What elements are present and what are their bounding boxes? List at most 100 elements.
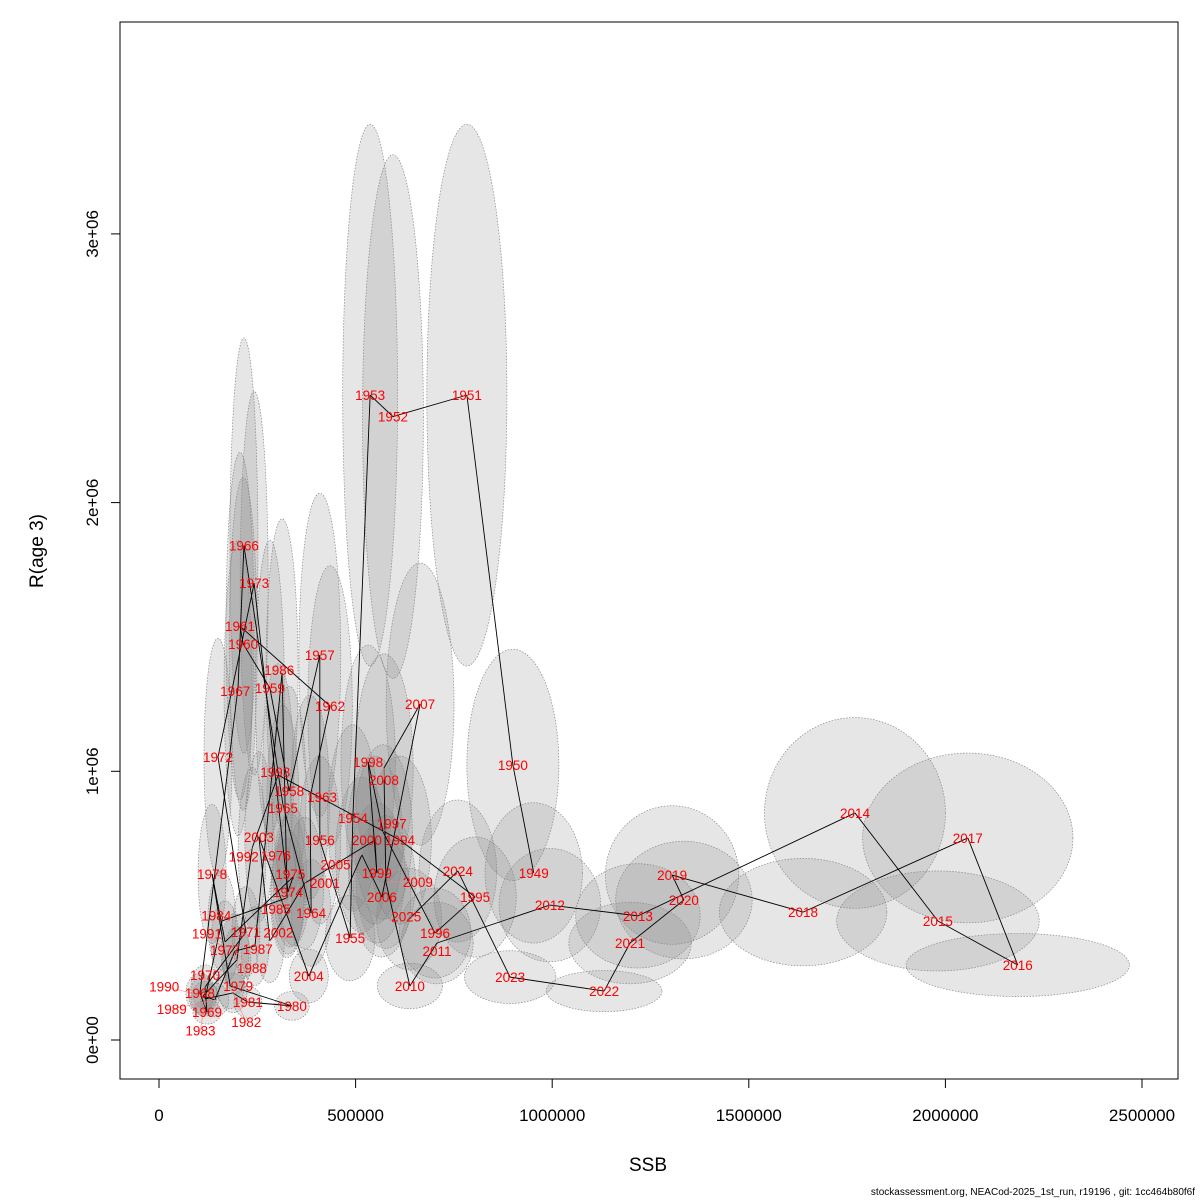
segment-2014-2015: [854, 812, 939, 922]
point-label-1977: 1977: [210, 943, 240, 958]
point-label-1991: 1991: [192, 926, 222, 941]
segment-2018-2019: [672, 874, 804, 913]
label-leader-lines: [164, 768, 418, 1031]
point-label-2013: 2013: [623, 909, 653, 924]
point-label-2014: 2014: [840, 806, 871, 821]
point-label-2011: 2011: [422, 944, 451, 959]
segment-1990-1991: [202, 959, 238, 997]
leader-line-2002: [269, 932, 279, 942]
year-connecting-lines: [199, 394, 1019, 1013]
segment-1958-1959: [269, 687, 290, 791]
leader-line-1991: [206, 933, 238, 961]
segment-1951-1952: [392, 394, 468, 418]
y-tick-label: 2e+06: [83, 479, 102, 527]
segment-1974-1975: [287, 876, 294, 893]
point-label-2024: 2024: [443, 864, 474, 879]
segment-1957-1958: [288, 654, 321, 792]
segment-2023-2024: [457, 870, 511, 978]
y-tick-label: 1e+06: [83, 747, 102, 795]
footnote: stockassessment.org, NEACod-2025_1st_run…: [871, 1187, 1195, 1198]
x-tick-label: 2000000: [912, 1106, 978, 1125]
point-label-2009: 2009: [403, 875, 433, 890]
segment-2016-2017: [967, 837, 1019, 966]
point-label-1971: 1971: [231, 925, 261, 940]
point-label-1959: 1959: [255, 681, 285, 696]
confidence-ellipse-2007: [385, 562, 455, 846]
segment-1984-1985: [221, 897, 288, 922]
segment-2010-2011: [409, 942, 438, 987]
point-label-2021: 2021: [615, 936, 645, 951]
segment-2021-2022: [603, 942, 631, 992]
y-axis: 0e+00 1e+06 2e+06 3e+06: [83, 210, 120, 1064]
leader-line-1976: [275, 855, 291, 881]
point-label-1982: 1982: [231, 1015, 261, 1030]
segment-1979-1980: [230, 985, 293, 1007]
point-label-2018: 2018: [788, 905, 818, 920]
leader-line-1992: [243, 847, 253, 857]
segment-2012-2013: [549, 904, 638, 917]
segment-1978-1979: [211, 873, 231, 987]
point-label-2025: 2025: [391, 909, 421, 924]
point-label-2010: 2010: [395, 979, 425, 994]
point-label-1975: 1975: [275, 867, 305, 882]
point-label-1955: 1955: [335, 931, 365, 946]
point-label-1989: 1989: [157, 1002, 187, 1017]
segment-2005-2006: [361, 854, 383, 898]
point-label-1968: 1968: [185, 986, 215, 1001]
segment-1988-1989: [214, 950, 236, 1001]
point-label-1950: 1950: [498, 758, 528, 773]
segment-2000-2001: [304, 839, 376, 884]
point-label-1970: 1970: [190, 968, 220, 983]
segment-1961-1962: [239, 625, 331, 707]
point-label-1957: 1957: [305, 648, 335, 663]
leader-line-1997: [382, 823, 392, 833]
segment-2013-2014: [637, 812, 856, 917]
segment-1995-1996: [434, 896, 476, 934]
point-label-1990: 1990: [149, 979, 179, 994]
leader-line-1988: [234, 950, 253, 969]
segment-1975-1976: [289, 876, 294, 881]
point-label-1983: 1983: [185, 1024, 215, 1039]
point-label-1987: 1987: [243, 942, 273, 957]
segment-2003-2004: [258, 836, 310, 977]
y-tick-label: 3e+06: [83, 210, 102, 258]
point-label-1988: 1988: [237, 961, 267, 976]
point-label-1979: 1979: [223, 979, 253, 994]
point-label-1965: 1965: [268, 801, 298, 816]
point-label-2015: 2015: [923, 914, 953, 929]
point-label-1962: 1962: [315, 699, 345, 714]
point-label-2004: 2004: [294, 969, 325, 984]
x-tick-label: 2500000: [1109, 1106, 1175, 1125]
segment-1959-1960: [242, 643, 271, 689]
point-label-2016: 2016: [1003, 958, 1033, 973]
leader-line-1990: [164, 986, 204, 997]
segment-1971-1972: [217, 756, 247, 933]
point-label-1949: 1949: [519, 866, 549, 881]
segment-1952-1953: [369, 394, 394, 417]
leader-line-1989: [171, 999, 215, 1010]
segment-1966-1967: [237, 545, 245, 689]
year-labels: 1949 1950 1951 1952 1953 1954 1955 1956 1957 1958…: [149, 388, 1033, 1038]
point-label-1964: 1964: [296, 906, 327, 921]
x-tick-label: 0: [154, 1106, 163, 1125]
segment-2015-2016: [937, 920, 1018, 966]
point-label-2023: 2023: [495, 970, 525, 985]
segment-1964-1965: [282, 803, 312, 914]
segment-1997-1998: [367, 761, 384, 833]
point-label-1978: 1978: [197, 867, 227, 882]
segment-1969-1970: [204, 987, 208, 1013]
point-label-2003: 2003: [244, 830, 274, 845]
point-label-2019: 2019: [657, 868, 687, 883]
segment-2006-2007: [381, 704, 421, 898]
point-label-1953: 1953: [355, 388, 385, 403]
segment-2007-2008: [383, 703, 421, 769]
segment-1965-1966: [243, 545, 284, 805]
point-label-2012: 2012: [535, 898, 565, 913]
segment-1973-1974: [253, 583, 289, 892]
point-label-1973: 1973: [239, 576, 269, 591]
point-label-1963: 1963: [307, 790, 337, 805]
y-axis-title: R(age 3): [27, 514, 48, 588]
point-label-1984: 1984: [201, 908, 232, 923]
point-label-2000: 2000: [352, 833, 382, 848]
